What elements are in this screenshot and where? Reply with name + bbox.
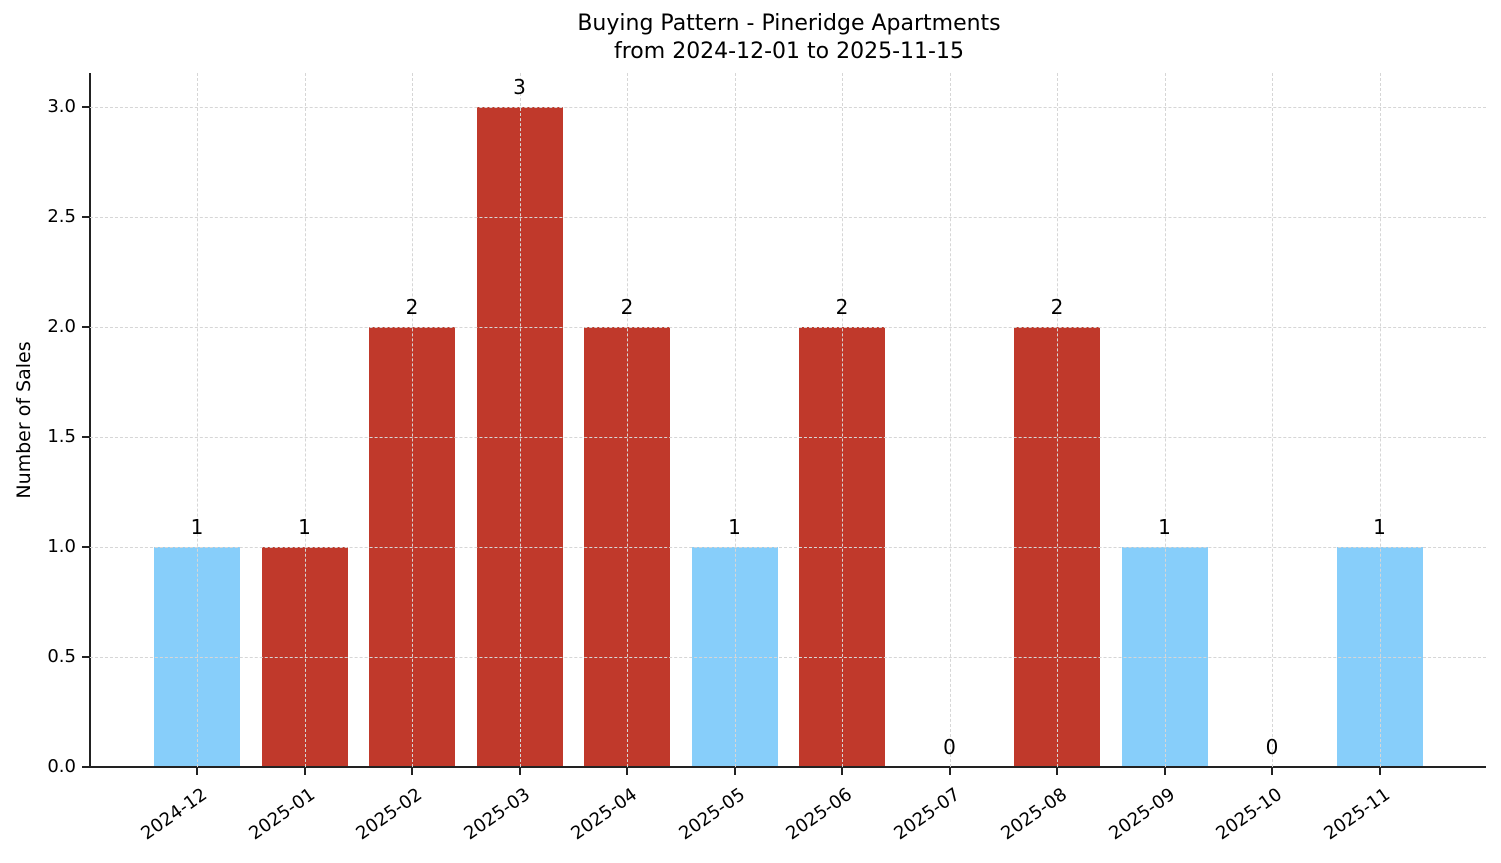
x-tick-label: 2024-12 <box>137 783 211 845</box>
y-tick-label: 1.5 <box>47 426 76 447</box>
grid-line-horizontal <box>90 657 1486 658</box>
grid-line-vertical <box>1272 73 1273 767</box>
x-tick-label: 2025-11 <box>1319 783 1394 845</box>
bar-value-label: 1 <box>298 515 311 539</box>
x-tick <box>303 768 306 775</box>
bar-value-label: 2 <box>1050 295 1064 319</box>
x-tick-label: 2025-05 <box>674 783 749 845</box>
y-tick <box>82 546 89 548</box>
x-tick-label: 2025-02 <box>352 783 426 845</box>
bar-value-label: 1 <box>1158 515 1171 539</box>
x-tick <box>1056 768 1058 775</box>
grid-line-vertical <box>197 73 198 767</box>
grid-line-horizontal <box>90 327 1486 328</box>
x-tick-label: 2025-04 <box>567 783 641 845</box>
x-tick <box>1378 768 1381 775</box>
x-tick <box>733 768 736 775</box>
y-tick <box>82 216 89 218</box>
y-tick <box>82 436 89 438</box>
bar-value-label: 1 <box>190 515 204 539</box>
y-tick <box>82 766 89 768</box>
grid-line-horizontal <box>90 217 1486 218</box>
x-tick <box>411 768 413 775</box>
bar-value-label: 3 <box>513 75 526 99</box>
y-tick <box>82 106 89 108</box>
grid-line-horizontal <box>90 437 1486 438</box>
x-tick-label: 2025-09 <box>1104 783 1179 845</box>
grid-line-vertical <box>1057 73 1058 767</box>
grid-line-vertical <box>304 73 306 767</box>
x-tick <box>518 768 521 775</box>
chart-title: Buying Pattern - Pineridge Apartments fr… <box>0 10 1501 66</box>
grid-line-horizontal <box>90 107 1486 108</box>
x-tick-label: 2025-01 <box>244 783 319 845</box>
bar-value-label: 2 <box>835 295 849 319</box>
x-tick-label: 2025-07 <box>889 783 964 845</box>
bar-value-label: 0 <box>943 735 956 759</box>
grid-line-vertical <box>1164 73 1166 767</box>
bar-value-label: 2 <box>620 295 634 319</box>
grid-line-vertical <box>734 73 736 767</box>
x-tick <box>626 768 628 775</box>
y-tick <box>82 656 89 658</box>
chart-subtitle: from 2024-12-01 to 2025-11-15 <box>614 39 964 64</box>
x-tick <box>948 768 951 775</box>
x-tick <box>841 768 843 775</box>
bar-value-label: 2 <box>405 295 419 319</box>
bar-value-label: 1 <box>1373 515 1386 539</box>
x-tick <box>1271 768 1273 775</box>
bar-value-label: 1 <box>728 515 741 539</box>
grid-line-vertical <box>627 73 628 767</box>
grid-line-vertical <box>842 73 843 767</box>
chart-title-main: Buying Pattern - Pineridge Apartments <box>577 11 1001 36</box>
plot-area: 1 1 2 3 2 1 2 0 2 1 0 1 <box>90 73 1486 767</box>
y-tick-label: 3.0 <box>47 96 76 117</box>
x-tick-label: 2025-06 <box>782 783 856 845</box>
x-axis-line <box>89 766 1486 768</box>
x-tick-label: 2025-08 <box>997 783 1071 845</box>
x-tick <box>196 768 198 775</box>
y-tick <box>82 326 89 328</box>
y-tick-label: 2.5 <box>47 206 76 227</box>
grid-line-vertical <box>949 73 951 767</box>
grid-line-vertical <box>519 73 521 767</box>
y-tick-label: 2.0 <box>47 316 76 337</box>
y-tick-label: 0.0 <box>47 756 76 777</box>
y-axis-line <box>89 73 91 768</box>
y-tick-label: 0.5 <box>47 646 76 667</box>
grid-line-vertical <box>1379 73 1381 767</box>
grid-line-vertical <box>412 73 413 767</box>
y-axis-label: Number of Sales <box>13 341 35 499</box>
x-tick-label: 2025-03 <box>459 783 534 845</box>
y-tick-label: 1.0 <box>47 536 76 557</box>
grid-line-horizontal <box>90 547 1486 548</box>
x-tick <box>1163 768 1166 775</box>
bar-value-label: 0 <box>1265 735 1279 759</box>
x-tick-label: 2025-10 <box>1212 783 1286 845</box>
